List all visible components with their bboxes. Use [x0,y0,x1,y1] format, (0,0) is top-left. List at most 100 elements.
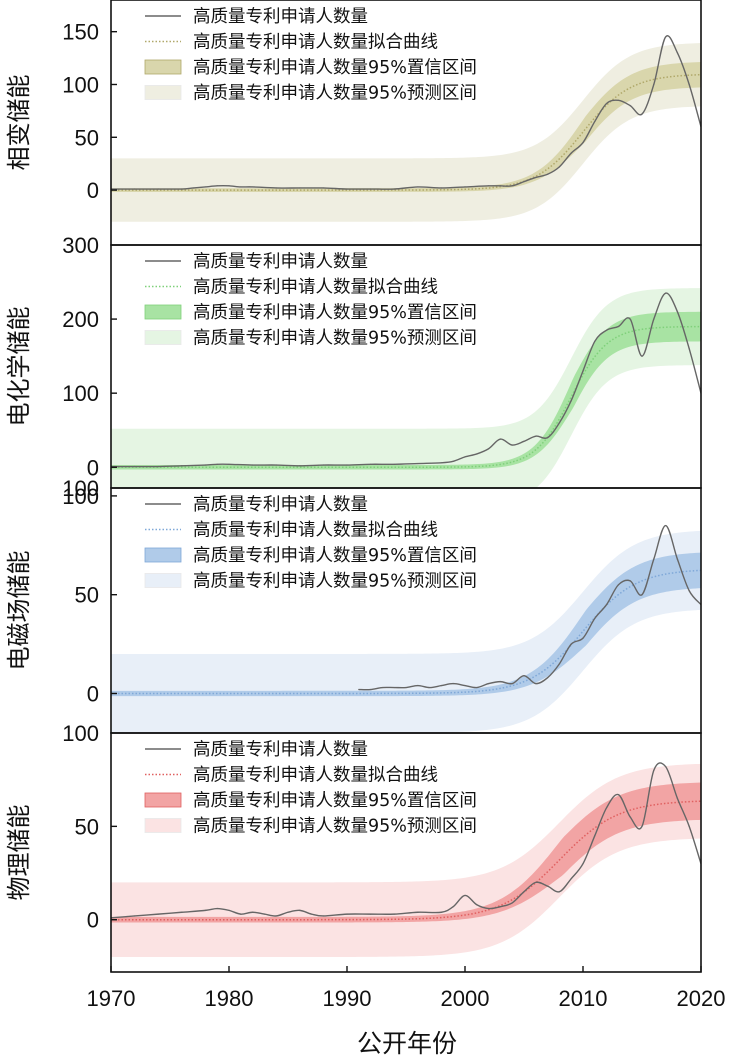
data-point [464,456,466,458]
data-point [452,683,454,685]
data-point [252,186,254,188]
data-point [228,185,230,187]
data-point [440,684,442,687]
data-point [181,911,183,913]
confidence-band [111,552,701,697]
data-point [440,911,442,913]
data-point [263,913,265,915]
legend-label: 高质量专利申请人数量拟合曲线 [193,33,438,53]
legend-ci-swatch [144,59,182,75]
data-point [523,675,525,677]
data-point [370,463,372,465]
data-point [275,464,277,466]
legend-ci-swatch [144,547,182,563]
data-point [275,187,277,189]
y-axis-label: 电磁场储能 [5,551,33,671]
data-point [440,187,442,189]
data-point [641,113,643,115]
data-point [523,440,525,442]
data-point [275,915,277,917]
data-point [252,911,254,913]
data-point [381,686,383,689]
prediction-band [111,43,701,222]
legend-label: 高质量专利申请人数量95%预测区间 [193,329,477,349]
data-point [653,558,655,560]
data-point [688,348,690,350]
y-tick-label: 100 [62,484,99,509]
data-point [228,909,230,911]
chart-panel: 0 100 200 300 电化学储能 高质量专利申请人数量高质量专利申请人数量拟合曲线高… [5,233,702,489]
legend: 高质量专利申请人数量高质量专利申请人数量拟合曲线高质量专利申请人数量95%置信区… [144,252,477,349]
data-point [570,152,572,154]
legend: 高质量专利申请人数量高质量专利申请人数量拟合曲线高质量专利申请人数量95%置信区… [144,495,477,592]
data-point [476,686,478,689]
legend-pi-swatch [144,85,182,100]
prediction-band [111,288,701,488]
data-point [665,524,667,527]
y-tick-label: 100 [62,476,99,501]
legend-label: 高质量专利申请人数量95%置信区间 [193,58,477,78]
data-point [558,166,561,168]
data-point [157,913,159,915]
data-point [676,558,679,560]
fit-curve [111,325,701,469]
y-tick-label: 100 [62,72,99,97]
data-point [393,913,395,915]
x-tick-label: 2000 [441,986,490,1011]
legend-label: 高质量专利申请人数量95%预测区间 [193,84,477,104]
data-point [346,913,348,915]
data-point [322,187,324,189]
data-point [547,173,549,175]
confidence-band [111,62,701,192]
data-point [617,99,620,101]
data-series-line [111,762,701,919]
data-point [358,688,360,691]
y-tick-label: 0 [87,908,99,933]
data-point [417,684,419,687]
legend-label: 高质量专利申请人数量拟合曲线 [193,278,438,298]
confidence-band [111,311,701,470]
data-point [641,825,643,827]
legend: 高质量专利申请人数量高质量专利申请人数量拟合曲线高质量专利申请人数量95%置信区… [144,740,477,837]
data-point [499,438,501,440]
prediction-band [111,763,701,958]
data-point [393,463,395,465]
data-point [653,769,655,771]
y-tick-label: 200 [62,307,99,332]
data-point [452,460,454,462]
panel-frame [110,732,702,973]
plot-area [111,524,701,733]
legend-label: 高质量专利申请人数量95%预测区间 [193,572,477,592]
legend-label: 高质量专利申请人数量 [193,7,368,27]
data-point [370,688,372,691]
data-point [181,465,183,467]
y-tick-label: 100 [62,721,99,746]
data-point [535,435,537,437]
data-point [452,906,454,908]
data-series-line [111,35,701,190]
data-point [688,83,690,86]
legend-label: 高质量专利申请人数量 [193,252,368,272]
data-point [629,318,631,320]
data-point [370,188,372,190]
data-point [511,683,513,685]
data-point [299,187,301,189]
y-tick-label: 0 [87,455,99,480]
y-tick-label: 50 [75,125,99,150]
data-point [464,186,466,188]
data-point [287,911,289,913]
data-point [535,176,537,179]
legend-label: 高质量专利申请人数量拟合曲线 [193,521,438,541]
y-tick-label: 50 [75,583,99,608]
data-point [322,464,324,466]
chart-panel: 0 50 100 150 相变储能 高质量专利申请人数量高质量专利申请人数量拟合曲线高质量… [5,0,702,246]
data-point [134,915,136,917]
legend-pi-swatch [144,818,182,833]
data-point [193,187,195,189]
data-point [606,603,608,606]
data-point [417,186,419,188]
data-point [665,766,667,768]
data-point [240,913,242,915]
data-series-line [111,292,701,468]
